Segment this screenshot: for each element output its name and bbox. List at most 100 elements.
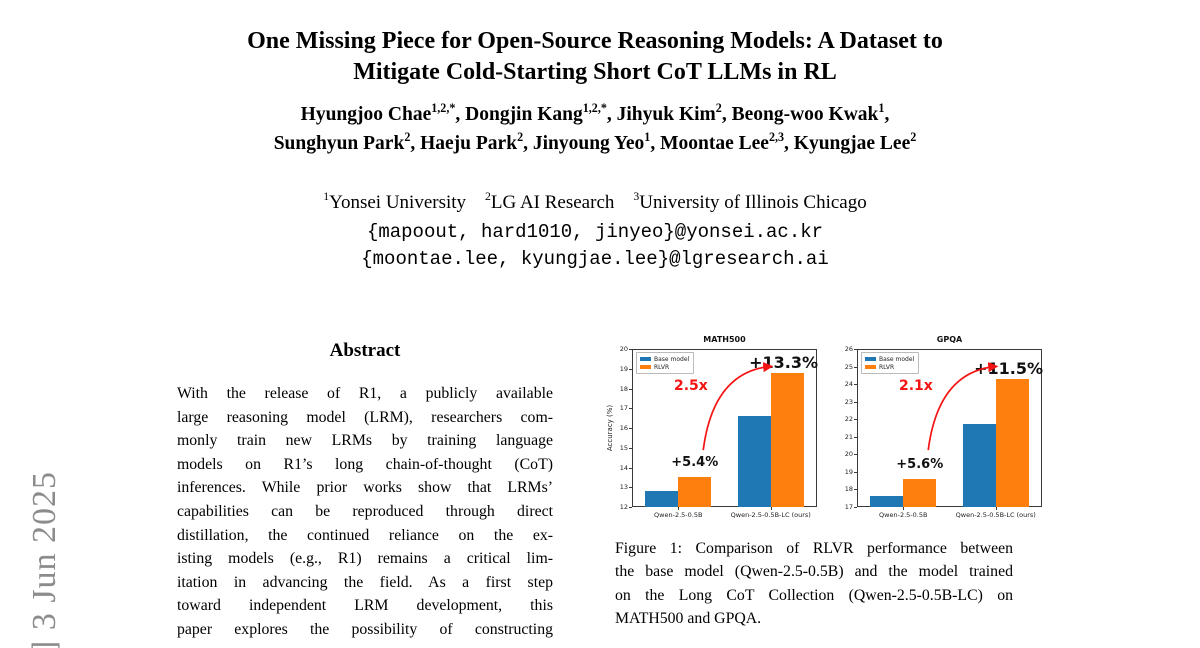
bar-base-model	[962, 424, 996, 507]
superscript: 2	[910, 129, 917, 144]
superscript: 2	[485, 190, 491, 204]
y-tick-mark	[629, 388, 632, 390]
y-tick-label: 19	[844, 467, 853, 476]
x-tick-label: Qwen-2.5-0.5B-LC (ours)	[730, 511, 811, 519]
y-tick-mark	[854, 401, 857, 403]
figure-1-caption: Figure 1: Comparison of RLVR performance…	[615, 537, 1013, 631]
text-line: on the Long CoT Collection (Qwen-2.5-0.5…	[615, 586, 1013, 604]
improvement-arrow	[702, 361, 774, 451]
y-tick-mark	[854, 349, 857, 350]
bar-base-model	[870, 496, 904, 507]
affiliations: 1Yonsei University 2LG AI Research 3Univ…	[147, 190, 1043, 214]
text-line: toward independent LRM development, this	[177, 597, 553, 615]
legend-entry: RLVR	[865, 363, 914, 371]
text-line: monly train new LRMs by training languag…	[177, 432, 553, 450]
y-tick-mark	[854, 384, 857, 386]
y-tick-mark	[854, 419, 857, 421]
chart-title: GPQA	[936, 335, 963, 344]
text-run: , Jihyuk Kim	[606, 104, 716, 125]
y-tick-mark	[629, 507, 632, 508]
chart-legend: Base model RLVR	[861, 352, 920, 374]
y-tick-mark	[629, 447, 632, 449]
x-tick-mark	[770, 507, 772, 510]
text-line: itation in advancing the field. As a fir…	[177, 573, 553, 591]
text-line: capabilities can be reproduced through d…	[177, 502, 553, 520]
y-tick-label: 24	[844, 380, 853, 389]
text-line: MATH500 and GPQA.	[615, 610, 762, 628]
y-tick-label: 26	[844, 345, 853, 353]
y-tick-mark	[629, 408, 632, 410]
text-run: , Beong-woo Kwak	[721, 104, 879, 125]
y-tick-label: 17	[844, 503, 853, 511]
gain-annotation-small: +5.6%	[896, 456, 944, 472]
y-tick-mark	[854, 366, 857, 368]
y-tick-mark	[629, 467, 632, 469]
y-tick-mark	[854, 454, 857, 456]
legend-label: RLVR	[654, 363, 670, 371]
author-list: Hyungjoo Chae1,2,*, Dongjin Kang1,2,*, J…	[147, 100, 1043, 158]
text-line: inferences. While prior works show that …	[177, 479, 553, 497]
text-run: , Haeju Park	[410, 133, 518, 154]
superscript: 3	[633, 190, 640, 204]
text-run: Hyungjoo Chae	[300, 104, 432, 125]
text-run: University of Illinois Chicago	[639, 192, 867, 213]
y-tick-mark	[629, 368, 632, 370]
multiplier-annotation: 2.1x	[899, 378, 933, 394]
x-tick-mark	[678, 507, 680, 510]
text-run: , Kyungjae Lee	[784, 133, 911, 154]
legend-entry: Base model	[865, 355, 914, 363]
legend-label: RLVR	[879, 363, 895, 371]
email-line-2: {moontae.lee, kyungjae.lee}@lgresearch.a…	[361, 248, 829, 270]
y-tick-mark	[629, 349, 632, 350]
legend-entry: RLVR	[640, 363, 689, 371]
y-tick-mark	[629, 487, 632, 489]
y-tick-mark	[854, 471, 857, 473]
y-tick-label: 15	[619, 443, 628, 452]
bar-rlvr	[678, 477, 712, 507]
x-tick-mark	[903, 507, 905, 510]
x-tick-label: Qwen-2.5-0.5B	[654, 511, 703, 519]
y-tick-label: 21	[844, 432, 853, 441]
figure-1-chart-gpqa: GPQA 17 18 19 20 21 22 23 24 25 26 Qwen-2.5-0.5B Qwe…	[827, 333, 1057, 525]
legend-swatch	[865, 356, 876, 362]
abstract-heading: Abstract	[329, 340, 401, 361]
text-line: large reasoning model (LRM), researchers…	[177, 408, 553, 426]
y-tick-label: 18	[844, 485, 853, 494]
y-tick-label: 16	[619, 424, 628, 432]
x-tick-mark	[995, 507, 997, 510]
superscript: 1,2,*	[431, 100, 456, 115]
legend-swatch	[865, 364, 876, 370]
text-run: ,	[884, 104, 890, 125]
text-line: models on R1’s long chain-of-thought (Co…	[177, 455, 553, 473]
superscript: 1	[323, 190, 330, 204]
text-line: paper explores the possibility of constr…	[177, 620, 553, 638]
y-tick-label: 23	[844, 397, 853, 406]
text-line: distillation, the continued reliance on …	[177, 526, 553, 544]
y-tick-label: 17	[619, 404, 628, 413]
text-run: , Moontae Lee	[650, 133, 769, 154]
y-tick-mark	[854, 436, 857, 438]
y-tick-label: 12	[619, 503, 628, 511]
author-line-2: Sunghyun Park2, Haeju Park2, Jinyoung Ye…	[147, 129, 1043, 158]
y-tick-mark	[854, 489, 857, 491]
author-line-1: Hyungjoo Chae1,2,*, Dongjin Kang1,2,*, J…	[147, 100, 1043, 129]
paper-title-line-1: One Missing Piece for Open-Source Reason…	[247, 28, 943, 54]
superscript: 2,3	[768, 129, 785, 144]
y-tick-label: 25	[844, 362, 853, 371]
legend-swatch	[640, 364, 651, 370]
text-line: Figure 1: Comparison of RLVR performance…	[615, 540, 1013, 557]
bar-rlvr	[903, 478, 937, 507]
paper-title-line-2: Mitigate Cold-Starting Short CoT LLMs in…	[353, 59, 837, 85]
text-run: LG AI Research	[490, 192, 634, 213]
superscript: 1,2,*	[582, 100, 607, 115]
text-run: , Dongjin Kang	[455, 104, 583, 125]
abstract-body: With the release of R1, a publicly avail…	[177, 382, 553, 642]
text-line: isting models (e.g., R1) remains a criti…	[177, 550, 553, 568]
chart-title: MATH500	[703, 335, 746, 344]
legend-label: Base model	[879, 355, 915, 363]
figure-1-chart-math500: MATH500 Accuracy (%) 12 13 14 15 16 17 18 19 20 Qwe…	[602, 333, 832, 525]
y-tick-label: 20	[844, 450, 853, 459]
y-tick-label: 20	[619, 345, 628, 353]
y-tick-mark	[629, 428, 632, 429]
legend-entry: Base model	[640, 355, 689, 363]
